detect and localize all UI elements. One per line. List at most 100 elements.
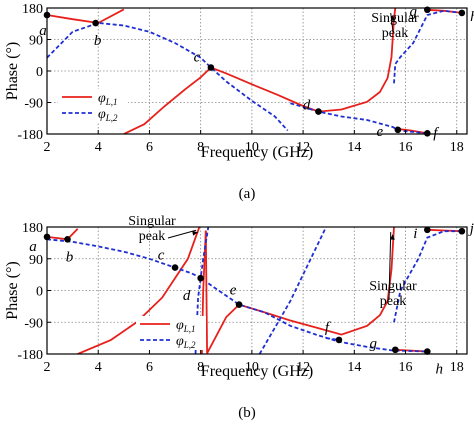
- series-line-1: [47, 8, 125, 24]
- y-tick-label: 90: [29, 34, 43, 49]
- point-marker-c: [207, 64, 215, 71]
- legend-label-1: φL,1: [176, 318, 196, 334]
- series-line-2: [393, 230, 462, 323]
- x-tick-label: 10: [245, 140, 259, 155]
- x-tick-label: 10: [245, 360, 259, 375]
- point-marker-g: [424, 6, 431, 14]
- legend-label-2: φL,2: [176, 334, 196, 350]
- point-marker-b: [92, 19, 99, 27]
- legend-subscript: L,1: [183, 324, 196, 334]
- legend-phi: φ: [98, 91, 106, 106]
- point-label-h: h: [470, 9, 474, 25]
- legend-phi: φ: [176, 318, 184, 333]
- point-marker-d: [315, 108, 322, 115]
- x-tick-label: 14: [347, 360, 361, 375]
- point-marker-b: [64, 236, 71, 243]
- x-tick-label: 6: [146, 140, 153, 155]
- annotation-arrow: [388, 232, 392, 301]
- annotation-line: Singular: [369, 279, 417, 294]
- point-label-e: e: [230, 283, 237, 299]
- y-tick-label: -180: [17, 348, 43, 363]
- y-tick-label: 90: [29, 253, 43, 268]
- point-label-i: i: [413, 226, 417, 242]
- legend-box: [136, 316, 206, 350]
- x-tick-label: 12: [296, 140, 310, 155]
- series-line-2: [207, 282, 428, 353]
- legend-subscript: L,2: [105, 113, 118, 123]
- point-marker-i: [424, 226, 431, 234]
- panel-caption: (a): [239, 186, 256, 202]
- point-marker-d: [197, 274, 204, 282]
- point-label-e: e: [377, 124, 384, 140]
- point-label-a: a: [39, 23, 47, 39]
- annotation-line: peak: [382, 26, 408, 41]
- x-tick-label: 4: [95, 360, 102, 375]
- series-line-1: [47, 228, 79, 241]
- point-marker-f: [335, 336, 343, 344]
- annotation-singular-peak: Singular peak: [369, 279, 417, 309]
- legend-phi: φ: [176, 334, 184, 349]
- point-marker-c: [171, 264, 179, 271]
- point-marker-f: [424, 130, 431, 137]
- point-marker-h: [424, 348, 431, 355]
- annotation-line: peak: [380, 294, 406, 309]
- point-label-f: f: [433, 125, 439, 141]
- x-axis-label: Frequency (GHz): [201, 363, 313, 380]
- series-line-1: [123, 8, 397, 134]
- x-tick-label: 2: [44, 360, 51, 375]
- x-tick-label: 16: [399, 140, 413, 155]
- annotation-arrow: [390, 12, 394, 33]
- annotation-arrowhead: [192, 231, 199, 236]
- chart-panel-a: 2 4 6 8 10 12 14 16 18 180 90 0 -90 -180 Frequency (GH…: [4, 2, 474, 202]
- chart-panel-b: 2 4 6 8 10 12 14 16 18 180 90 0 -90 -180 Frequency (GH…: [4, 214, 474, 421]
- y-axis-label: Phase (°): [4, 42, 21, 100]
- legend-subscript: L,2: [183, 340, 196, 350]
- x-axis-label: Frequency (GHz): [201, 144, 313, 161]
- y-tick-label: -90: [24, 316, 43, 331]
- legend-label-2: φL,2: [98, 107, 118, 123]
- y-axis-label: Phase (°): [4, 261, 21, 319]
- point-marker-e: [235, 301, 243, 308]
- x-tick-label: 8: [197, 360, 204, 375]
- point-label-c: c: [158, 248, 165, 264]
- annotation-arrowhead: [390, 234, 395, 240]
- x-tick-label: 18: [450, 360, 464, 375]
- point-label-b: b: [66, 249, 74, 265]
- series-line-2: [290, 102, 428, 134]
- annotation-arrow: [167, 229, 197, 239]
- annotation-line: peak: [139, 229, 165, 244]
- point-marker-g: [391, 346, 399, 354]
- x-tick-label: 16: [399, 360, 413, 375]
- plot-area: [47, 8, 463, 134]
- series-line-2: [325, 337, 340, 341]
- legend-subscript: L,1: [105, 97, 118, 107]
- legend-box: [58, 89, 128, 123]
- point-label-b: b: [94, 33, 102, 49]
- point-marker-a: [43, 233, 51, 241]
- x-tick-label: 6: [146, 360, 153, 375]
- x-tick-label: 12: [296, 360, 310, 375]
- point-label-j: j: [468, 221, 474, 237]
- point-label-h: h: [436, 362, 444, 378]
- point-marker-a: [43, 11, 51, 19]
- annotation-singular-peak: Singular peak: [371, 11, 419, 41]
- annotation-line: Singular: [371, 11, 419, 26]
- x-tick-label: 2: [44, 140, 51, 155]
- x-tick-label: 14: [347, 140, 361, 155]
- legend-phi: φ: [98, 107, 106, 122]
- y-tick-label: -90: [24, 97, 43, 112]
- y-tick-label: 0: [36, 285, 43, 300]
- point-label-d: d: [183, 288, 191, 304]
- series-line-2: [258, 227, 327, 354]
- point-marker-e: [394, 126, 402, 134]
- y-tick-label: 180: [22, 2, 43, 17]
- panel-caption: (b): [238, 405, 256, 421]
- y-tick-label: 180: [22, 221, 43, 236]
- annotation-singular-peak: Singular peak: [128, 214, 176, 244]
- x-tick-label: 8: [197, 140, 204, 155]
- series-line-1: [427, 8, 463, 14]
- series-line-1: [77, 227, 201, 354]
- x-tick-label: 4: [95, 140, 102, 155]
- series-line-1: [204, 230, 208, 354]
